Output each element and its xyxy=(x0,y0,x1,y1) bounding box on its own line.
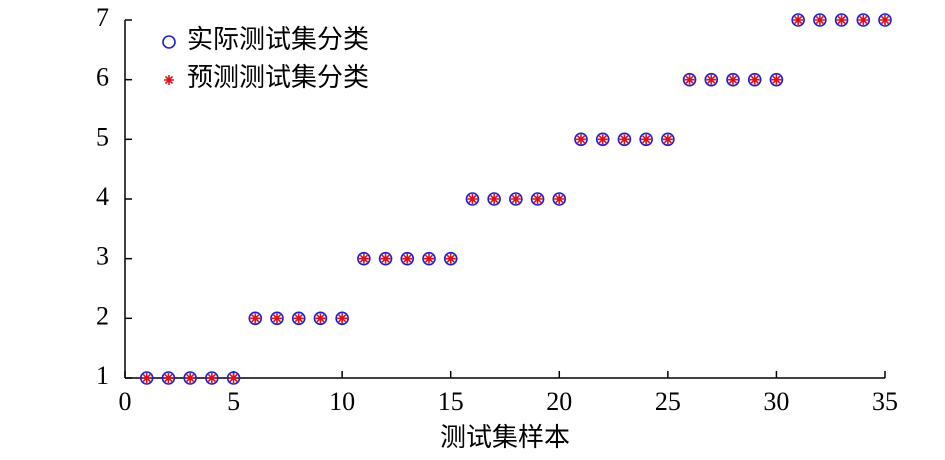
x-tick-label: 20 xyxy=(546,387,572,416)
point xyxy=(878,13,892,27)
point xyxy=(793,15,804,25)
point xyxy=(834,13,849,27)
x-tick-label: 15 xyxy=(438,387,464,416)
point xyxy=(185,373,196,383)
point xyxy=(465,192,480,206)
point xyxy=(597,134,608,145)
point xyxy=(836,15,847,25)
point xyxy=(378,251,393,266)
point xyxy=(205,371,219,385)
point xyxy=(791,13,805,27)
point xyxy=(424,253,434,264)
point xyxy=(487,192,501,206)
point xyxy=(358,253,369,264)
point xyxy=(183,371,197,385)
point xyxy=(443,251,458,266)
y-tick-label: 5 xyxy=(96,122,109,151)
point xyxy=(530,192,545,206)
point xyxy=(813,13,827,27)
y-tick-label: 6 xyxy=(96,63,109,92)
point xyxy=(226,371,241,385)
point xyxy=(769,72,784,87)
point xyxy=(313,311,328,326)
point xyxy=(445,253,456,264)
point xyxy=(619,134,630,145)
point xyxy=(400,251,415,266)
point xyxy=(380,253,391,264)
y-tick-label: 3 xyxy=(96,242,109,271)
point xyxy=(163,373,174,383)
y-tick-label: 4 xyxy=(96,182,109,211)
point xyxy=(814,15,825,25)
point xyxy=(771,74,782,85)
point xyxy=(293,313,304,324)
point xyxy=(315,313,326,324)
y-tick-label: 1 xyxy=(96,361,109,390)
point xyxy=(422,251,436,266)
point xyxy=(880,15,890,25)
point xyxy=(726,72,740,87)
x-tick-label: 0 xyxy=(119,387,132,416)
point xyxy=(552,192,567,206)
point xyxy=(704,72,719,87)
legend-label: 实际测试集分类 xyxy=(187,25,369,54)
point xyxy=(532,194,543,204)
point xyxy=(595,132,610,147)
x-tick-label: 10 xyxy=(329,387,355,416)
point xyxy=(684,74,695,85)
point xyxy=(858,15,869,25)
point xyxy=(467,194,478,204)
point xyxy=(206,373,217,383)
point xyxy=(357,251,371,266)
point xyxy=(510,194,521,204)
point xyxy=(641,134,652,145)
point xyxy=(554,194,565,204)
point xyxy=(728,74,738,85)
point xyxy=(617,132,632,147)
point xyxy=(856,13,871,27)
x-tick-label: 5 xyxy=(227,387,240,416)
legend-label: 预测测试集分类 xyxy=(187,63,369,92)
point xyxy=(270,311,284,326)
point xyxy=(139,371,154,385)
point xyxy=(250,313,261,324)
x-tick-label: 30 xyxy=(763,387,789,416)
y-tick-label: 2 xyxy=(96,301,109,330)
point xyxy=(576,134,586,145)
point xyxy=(662,134,673,145)
legend-marker xyxy=(162,35,176,49)
point xyxy=(161,371,176,385)
point xyxy=(639,132,653,147)
point xyxy=(291,311,306,326)
x-tick-label: 25 xyxy=(655,387,681,416)
point xyxy=(402,253,413,264)
point xyxy=(661,132,675,147)
point xyxy=(489,194,500,204)
point xyxy=(248,311,263,326)
point xyxy=(335,311,349,326)
x-axis-label: 测试集样本 xyxy=(440,423,570,452)
point xyxy=(272,313,282,324)
point xyxy=(682,72,697,87)
x-tick-label: 35 xyxy=(872,387,898,416)
point xyxy=(228,373,239,383)
point xyxy=(747,72,762,87)
point xyxy=(749,74,760,85)
point xyxy=(337,313,348,324)
point xyxy=(706,74,717,85)
point xyxy=(141,373,152,383)
point xyxy=(574,132,588,147)
legend-marker xyxy=(164,75,174,85)
point xyxy=(509,192,523,206)
y-tick-label: 7 xyxy=(96,3,109,32)
